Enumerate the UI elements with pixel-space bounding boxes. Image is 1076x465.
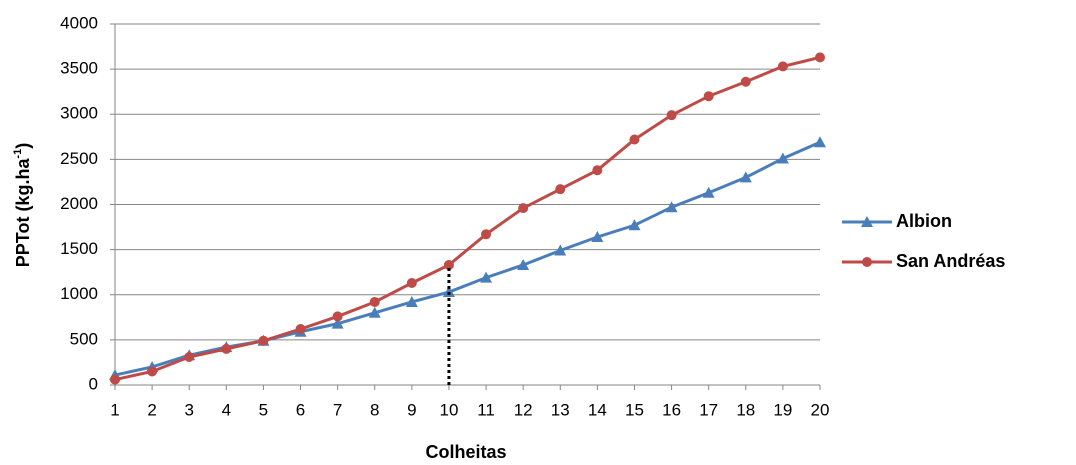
data-point: [591, 230, 604, 242]
x-tick-label: 10: [439, 400, 458, 419]
data-point: [703, 91, 714, 102]
y-tick-label: 500: [70, 329, 98, 348]
y-tick-label: 0: [89, 374, 98, 393]
x-tick-label: 6: [296, 400, 305, 419]
legend-label: San Andréas: [896, 251, 1005, 271]
x-tick-label: 8: [370, 400, 379, 419]
y-tick-label: 2500: [60, 149, 98, 168]
x-tick-label: 19: [773, 400, 792, 419]
data-point: [554, 244, 567, 256]
data-point: [517, 258, 530, 270]
data-point: [555, 184, 566, 195]
y-label-sup: -1: [12, 149, 24, 159]
data-point: [814, 136, 826, 148]
data-point: [442, 286, 455, 298]
x-tick-label: 9: [407, 400, 416, 419]
y-tick-label: 1500: [60, 239, 98, 258]
data-point: [629, 134, 640, 145]
x-tick-label: 11: [477, 400, 495, 419]
x-tick-label: 12: [514, 400, 533, 419]
data-point: [331, 317, 344, 329]
data-point: [295, 324, 306, 335]
legend-marker: [861, 216, 873, 227]
data-point: [369, 296, 380, 307]
y-tick-label: 3500: [60, 59, 98, 78]
data-point: [777, 61, 788, 72]
data-point: [628, 219, 641, 231]
data-point: [406, 278, 417, 289]
y-axis-label: PPTot (kg.ha-1): [12, 143, 33, 267]
x-tick-label: 5: [259, 400, 268, 419]
data-point: [481, 229, 492, 240]
data-point: [518, 203, 529, 214]
y-tick-label: 1000: [60, 284, 98, 303]
data-point: [702, 186, 715, 198]
y-tick-label: 4000: [60, 13, 98, 32]
data-point: [332, 311, 343, 322]
x-tick-label: 4: [222, 400, 231, 419]
data-point: [184, 352, 195, 363]
x-tick-label: 1: [110, 400, 119, 419]
x-tick-label: 14: [588, 400, 607, 419]
legend-marker: [862, 257, 872, 267]
x-tick-label: 7: [333, 400, 342, 419]
data-point: [592, 165, 603, 176]
y-label-end: ): [13, 143, 33, 149]
x-tick-label: 13: [551, 400, 570, 419]
data-point: [776, 152, 789, 164]
data-point: [665, 201, 678, 213]
y-tick-label: 2000: [60, 194, 98, 213]
series-line: [114, 55, 821, 382]
data-point: [815, 52, 825, 63]
x-tick-label: 2: [147, 400, 156, 419]
data-point: [666, 110, 677, 121]
legend-label: Albion: [896, 211, 952, 231]
data-point: [480, 271, 493, 283]
x-tick-label: 3: [184, 400, 193, 419]
y-label-text: PPTot (kg.ha: [13, 158, 33, 268]
x-axis-label: Colheitas: [425, 442, 506, 462]
data-point: [110, 374, 120, 385]
x-tick-label: 18: [736, 400, 755, 419]
data-point: [368, 306, 381, 318]
data-point: [740, 76, 751, 87]
data-point: [739, 171, 752, 183]
y-tick-label: 3000: [60, 104, 98, 123]
data-point: [147, 366, 158, 377]
data-point: [258, 335, 269, 346]
data-point: [405, 295, 418, 307]
x-tick-label: 15: [625, 400, 644, 419]
x-tick-label: 17: [699, 400, 718, 419]
data-point: [221, 343, 232, 354]
x-tick-label: 16: [662, 400, 681, 419]
x-tick-label: 20: [811, 400, 830, 419]
